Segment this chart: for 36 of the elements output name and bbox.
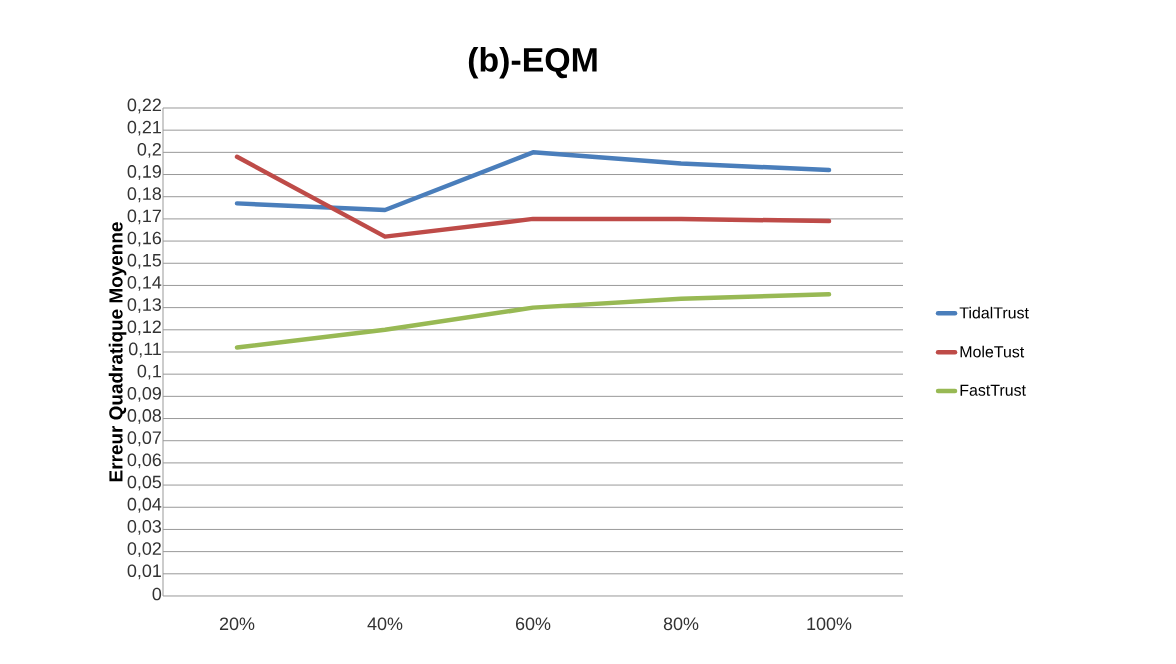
y-tick-label: 0,2 <box>137 142 161 158</box>
y-tick-label: 0,21 <box>127 120 161 136</box>
y-tick-label: 0,16 <box>127 231 162 247</box>
legend-label: TidalTrust <box>959 306 1029 319</box>
y-tick-label: 0,05 <box>127 475 162 491</box>
y-tick-label: 0,14 <box>127 276 162 291</box>
chart-title: (b)-EQM <box>468 46 597 79</box>
y-tick-label: 0,12 <box>127 320 161 336</box>
y-tick-label: 0,09 <box>127 386 161 402</box>
x-tick-label: 20% <box>219 617 255 631</box>
y-tick-label: 0,04 <box>127 497 162 513</box>
y-tick-label: 0,17 <box>127 209 161 225</box>
y-tick-label: 0,02 <box>127 542 161 558</box>
x-tick-label: 100% <box>807 617 852 631</box>
line-series <box>234 292 832 350</box>
line-series <box>234 154 832 239</box>
legend-label: MoleTust <box>960 345 1025 358</box>
y-tick-label: 0,11 <box>128 342 161 358</box>
x-tick-label: 40% <box>367 617 403 631</box>
legend-label: FastTrust <box>960 384 1026 396</box>
y-tick-label: 0 <box>152 587 162 601</box>
y-axis-title: Erreur Quadratique Moyenne <box>108 222 127 482</box>
y-tick-label: 0,22 <box>127 98 161 114</box>
x-tick-label: 80% <box>663 617 699 631</box>
y-tick-label: 0,01 <box>127 564 161 580</box>
line-series <box>234 150 832 213</box>
y-tick-label: 0,06 <box>127 453 162 469</box>
y-tick-label: 0,03 <box>127 520 162 535</box>
y-tick-label: 0,13 <box>127 298 162 314</box>
x-tick-label: 60% <box>515 617 551 631</box>
y-tick-label: 0,15 <box>127 253 162 269</box>
y-tick-label: 0,18 <box>127 187 162 203</box>
y-tick-label: 0,1 <box>137 364 161 380</box>
y-tick-label: 0,07 <box>127 431 161 447</box>
y-tick-label: 0,19 <box>127 165 161 180</box>
y-tick-label: 0,08 <box>127 409 162 424</box>
